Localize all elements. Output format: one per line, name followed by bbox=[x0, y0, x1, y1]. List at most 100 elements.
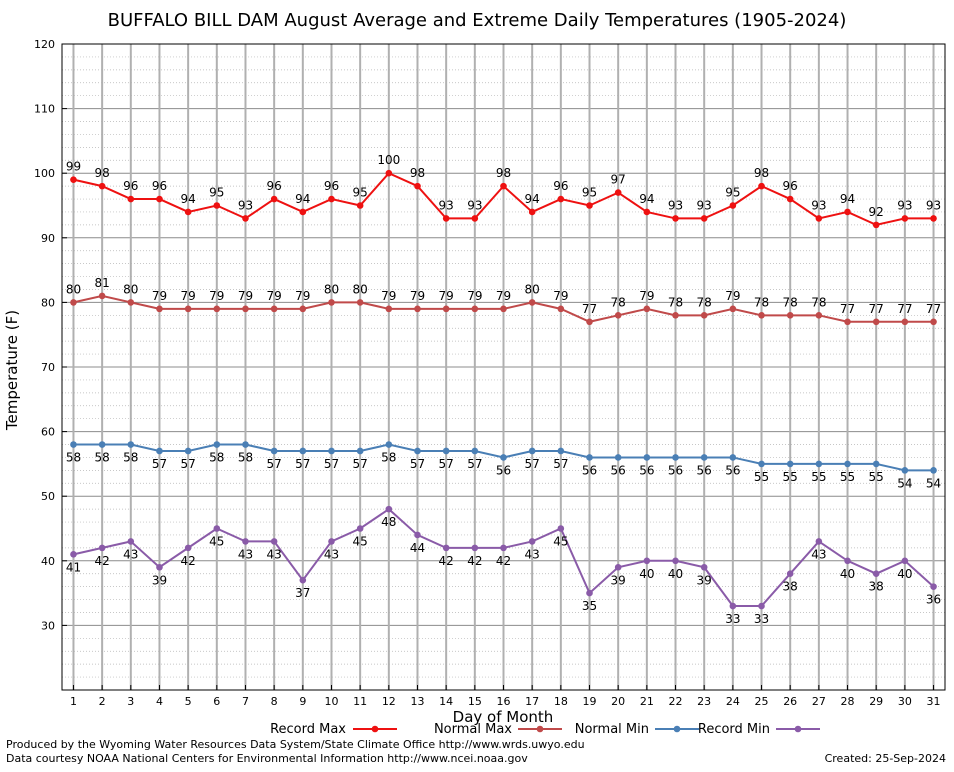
record-min-data-label: 42 bbox=[439, 554, 454, 568]
normal-min-point bbox=[156, 447, 163, 455]
record-max-point bbox=[844, 208, 851, 216]
y-tick-label: 80 bbox=[41, 296, 55, 309]
record-max-point bbox=[930, 215, 937, 222]
legend-item-normal-max: Normal Max bbox=[434, 722, 562, 737]
record-min-point bbox=[442, 544, 450, 552]
normal-max-data-label: 79 bbox=[295, 289, 310, 303]
record-max-point bbox=[414, 182, 421, 190]
normal-max-point bbox=[557, 305, 565, 313]
normal-min-data-label: 57 bbox=[553, 457, 568, 471]
normal-max-point bbox=[700, 312, 708, 319]
normal-max-data-label: 77 bbox=[840, 302, 855, 316]
normal-min-data-label: 54 bbox=[897, 476, 912, 490]
normal-max-data-label: 79 bbox=[639, 289, 654, 303]
series-layer: 99 98 96 96 94 95 93 96 94 96 95 100 98 93 93 98 94 96 95 9… bbox=[66, 153, 941, 626]
record-max-data-label: 93 bbox=[697, 198, 712, 212]
record-max-data-label: 96 bbox=[152, 179, 167, 193]
chart-title: BUFFALO BILL DAM August Average and Extr… bbox=[108, 10, 847, 31]
record-max-point bbox=[184, 208, 192, 216]
record-min-data-label: 38 bbox=[869, 580, 884, 594]
record-min-data-label: 48 bbox=[381, 515, 396, 529]
record-max-data-label: 92 bbox=[869, 205, 884, 219]
normal-max-point bbox=[442, 305, 450, 313]
record-max-point bbox=[557, 195, 565, 203]
record-max-point bbox=[586, 202, 593, 209]
legend-swatch-point-normal-min bbox=[673, 725, 681, 733]
x-tick-label: 19 bbox=[583, 695, 597, 708]
record-max-point bbox=[98, 182, 106, 190]
record-max-point bbox=[815, 215, 823, 222]
normal-max-data-label: 79 bbox=[467, 289, 482, 303]
normal-min-point bbox=[930, 467, 937, 474]
normal-max-data-label: 79 bbox=[553, 289, 568, 303]
x-tick-label: 5 bbox=[185, 695, 192, 708]
record-max-data-label: 94 bbox=[639, 192, 654, 206]
record-min-point bbox=[643, 557, 651, 565]
normal-max-point bbox=[270, 305, 278, 313]
record-max-data-label: 99 bbox=[66, 160, 81, 174]
normal-max-data-label: 78 bbox=[611, 295, 626, 309]
normal-min-point bbox=[500, 454, 507, 461]
record-max-data-label: 98 bbox=[94, 166, 109, 180]
record-min-data-label: 40 bbox=[897, 567, 912, 581]
record-max-point bbox=[356, 202, 364, 209]
record-max-data-label: 96 bbox=[324, 179, 339, 193]
normal-max-point bbox=[930, 318, 937, 326]
record-min-data-label: 40 bbox=[639, 567, 654, 581]
x-tick-label: 30 bbox=[898, 695, 912, 708]
record-min-data-label: 42 bbox=[467, 554, 482, 568]
record-max-point bbox=[127, 195, 135, 203]
normal-max-point bbox=[156, 305, 163, 313]
record-min-data-label: 42 bbox=[496, 554, 511, 568]
record-max-point bbox=[700, 215, 708, 222]
record-min-data-label: 33 bbox=[725, 612, 740, 626]
legend-label-normal-min: Normal Min bbox=[575, 722, 649, 737]
normal-min-data-label: 58 bbox=[209, 451, 224, 465]
normal-max-data-label: 79 bbox=[381, 289, 396, 303]
normal-min-data-label: 58 bbox=[238, 451, 253, 465]
normal-max-point bbox=[672, 312, 679, 319]
record-max-data-label: 93 bbox=[439, 198, 454, 212]
record-min-data-label: 40 bbox=[840, 567, 855, 581]
normal-min-point bbox=[672, 454, 679, 461]
footer-created: Created: 25-Sep-2024 bbox=[824, 752, 946, 765]
x-tick-label: 29 bbox=[869, 695, 883, 708]
y-tick-label: 70 bbox=[41, 361, 55, 374]
record-min-data-label: 35 bbox=[582, 599, 597, 613]
record-min-point bbox=[98, 544, 106, 552]
normal-max-point bbox=[643, 305, 651, 313]
normal-max-data-label: 77 bbox=[582, 302, 597, 316]
normal-min-data-label: 57 bbox=[439, 457, 454, 471]
normal-min-data-label: 55 bbox=[869, 470, 884, 484]
normal-min-point bbox=[471, 447, 479, 455]
normal-max-data-label: 79 bbox=[496, 289, 511, 303]
record-max-data-label: 95 bbox=[353, 186, 368, 200]
record-min-point bbox=[557, 525, 565, 532]
record-max-data-label: 94 bbox=[840, 192, 855, 206]
normal-min-point bbox=[557, 447, 565, 455]
normal-min-point bbox=[98, 441, 106, 448]
normal-max-point bbox=[414, 305, 421, 313]
record-min-data-label: 39 bbox=[611, 573, 626, 587]
normal-min-point bbox=[901, 467, 909, 474]
record-max-data-label: 93 bbox=[811, 198, 826, 212]
record-min-data-label: 33 bbox=[754, 612, 769, 626]
record-min-data-label: 43 bbox=[123, 547, 138, 561]
normal-min-point bbox=[586, 454, 593, 461]
normal-min-point bbox=[270, 447, 278, 455]
normal-min-point bbox=[844, 460, 851, 468]
y-axis-label: Temperature (F) bbox=[3, 310, 21, 431]
normal-max-data-label: 77 bbox=[869, 302, 884, 316]
normal-min-point bbox=[414, 447, 421, 455]
record-max-data-label: 95 bbox=[725, 186, 740, 200]
x-tick-label: 25 bbox=[755, 695, 769, 708]
normal-max-point bbox=[758, 312, 765, 319]
record-min-point bbox=[758, 602, 765, 610]
record-min-data-label: 42 bbox=[94, 554, 109, 568]
record-min-point bbox=[471, 544, 479, 552]
normal-max-data-label: 77 bbox=[897, 302, 912, 316]
record-min-data-label: 43 bbox=[324, 547, 339, 561]
x-tick-label: 16 bbox=[497, 695, 511, 708]
record-max-point bbox=[471, 215, 479, 222]
